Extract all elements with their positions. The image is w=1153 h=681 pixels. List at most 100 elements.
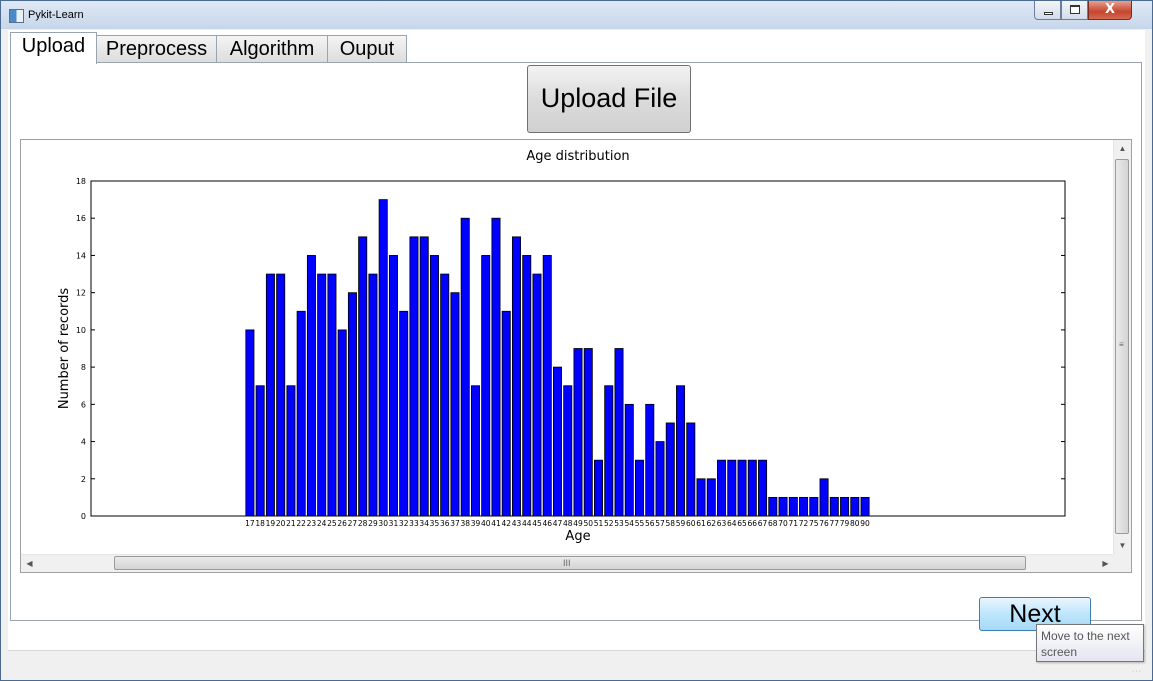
x-tick-label: 48 bbox=[563, 519, 573, 528]
bar-age-80 bbox=[850, 496, 860, 517]
minimize-icon bbox=[1044, 12, 1053, 15]
bar-age-67 bbox=[758, 459, 768, 517]
vertical-scroll-thumb[interactable]: ≡ bbox=[1115, 159, 1129, 534]
y-tick-label: 12 bbox=[76, 289, 86, 298]
bar-age-58 bbox=[665, 422, 675, 517]
bar-age-17 bbox=[245, 329, 255, 517]
horizontal-scroll-thumb[interactable]: III bbox=[114, 556, 1026, 570]
x-tick-label: 28 bbox=[358, 519, 368, 528]
x-tick-label: 76 bbox=[819, 519, 829, 528]
minimize-button[interactable] bbox=[1034, 1, 1061, 20]
y-tick-label: 2 bbox=[81, 475, 86, 484]
bar-age-18 bbox=[255, 385, 265, 517]
x-tick-label: 77 bbox=[830, 519, 840, 528]
horizontal-scrollbar[interactable]: ◀ III ▶ bbox=[21, 554, 1114, 572]
vertical-scrollbar[interactable]: ▲ ≡ ▼ bbox=[1113, 140, 1131, 555]
bar-age-38 bbox=[460, 217, 470, 517]
tab-algorithm[interactable]: Algorithm bbox=[216, 35, 328, 63]
upload-file-button[interactable]: Upload File bbox=[527, 65, 691, 133]
x-tick-label: 22 bbox=[296, 519, 306, 528]
bar-age-52 bbox=[604, 385, 614, 517]
scroll-right-icon[interactable]: ▶ bbox=[1102, 559, 1109, 568]
scroll-left-icon[interactable]: ◀ bbox=[26, 559, 33, 568]
x-tick-label: 26 bbox=[337, 519, 347, 528]
bar-age-49 bbox=[573, 348, 583, 517]
x-tick-label: 43 bbox=[512, 519, 522, 528]
bar-age-56 bbox=[645, 403, 655, 517]
bar-age-40 bbox=[481, 255, 491, 517]
close-button[interactable]: X bbox=[1088, 1, 1132, 20]
bar-age-25 bbox=[327, 273, 337, 517]
x-tick-label: 72 bbox=[799, 519, 809, 528]
tab-bar: Upload Preprocess Algorithm Ouput bbox=[8, 32, 1145, 64]
x-tick-label: 21 bbox=[286, 519, 296, 528]
tab-upload[interactable]: Upload bbox=[10, 32, 97, 64]
x-tick-label: 71 bbox=[789, 519, 799, 528]
bar-age-31 bbox=[388, 255, 398, 517]
title-bar[interactable]: Pykit-Learn X bbox=[1, 1, 1152, 29]
bar-age-20 bbox=[276, 273, 286, 517]
bar-age-28 bbox=[358, 236, 368, 517]
scroll-corner bbox=[1113, 554, 1131, 572]
bar-age-21 bbox=[286, 385, 296, 517]
bar-age-61 bbox=[696, 478, 706, 517]
x-tick-label: 45 bbox=[532, 519, 542, 528]
x-tick-label: 37 bbox=[450, 519, 460, 528]
bar-age-50 bbox=[583, 348, 593, 517]
plot-frame-border bbox=[90, 180, 1066, 517]
y-tick-label: 4 bbox=[81, 438, 86, 447]
x-tick-label: 24 bbox=[317, 519, 327, 528]
bar-age-48 bbox=[563, 385, 573, 517]
y-tick-label: 14 bbox=[76, 251, 86, 260]
bar-age-65 bbox=[737, 459, 747, 517]
y-tick-label: 16 bbox=[76, 214, 86, 223]
bar-age-60 bbox=[686, 422, 696, 517]
tab-output[interactable]: Ouput bbox=[327, 35, 407, 63]
x-axis-label: Age bbox=[565, 529, 590, 544]
tab-preprocess[interactable]: Preprocess bbox=[96, 35, 217, 63]
maximize-button[interactable] bbox=[1061, 1, 1088, 20]
bar-age-23 bbox=[306, 255, 316, 517]
x-tick-label: 68 bbox=[768, 519, 778, 528]
y-tick-label: 8 bbox=[81, 363, 86, 372]
x-tick-label: 30 bbox=[378, 519, 388, 528]
bar-age-51 bbox=[594, 459, 604, 517]
bar-age-76 bbox=[819, 478, 829, 517]
bar-age-41 bbox=[491, 217, 501, 517]
bar-age-55 bbox=[635, 459, 645, 517]
x-tick-label: 35 bbox=[430, 519, 440, 528]
x-tick-label: 41 bbox=[491, 519, 501, 528]
bar-age-68 bbox=[768, 496, 778, 517]
x-tick-label: 47 bbox=[553, 519, 563, 528]
bar-age-71 bbox=[788, 496, 798, 517]
scroll-down-icon[interactable]: ▼ bbox=[1118, 541, 1127, 550]
bar-age-19 bbox=[265, 273, 275, 517]
x-tick-label: 59 bbox=[676, 519, 686, 528]
scroll-up-icon[interactable]: ▲ bbox=[1118, 144, 1127, 153]
x-tick-label: 60 bbox=[686, 519, 696, 528]
x-tick-label: 70 bbox=[778, 519, 788, 528]
bar-age-43 bbox=[511, 236, 521, 517]
grip-icon: ≡ bbox=[1119, 340, 1124, 349]
x-tick-label: 75 bbox=[809, 519, 819, 528]
x-tick-label: 61 bbox=[696, 519, 706, 528]
window-title: Pykit-Learn bbox=[28, 9, 84, 21]
bar-age-29 bbox=[368, 273, 378, 517]
y-axis-label: Number of records bbox=[57, 288, 72, 410]
bar-age-36 bbox=[440, 273, 450, 517]
x-tick-label: 52 bbox=[604, 519, 614, 528]
bar-age-62 bbox=[706, 478, 716, 517]
x-tick-label: 25 bbox=[327, 519, 337, 528]
x-tick-label: 67 bbox=[758, 519, 768, 528]
bar-age-66 bbox=[747, 459, 757, 517]
x-tick-label: 29 bbox=[368, 519, 378, 528]
x-tick-label: 39 bbox=[471, 519, 481, 528]
x-tick-label: 32 bbox=[399, 519, 409, 528]
bar-age-57 bbox=[655, 441, 665, 517]
bar-age-34 bbox=[419, 236, 429, 517]
x-tick-label: 44 bbox=[522, 519, 532, 528]
grip-icon: III bbox=[563, 558, 571, 568]
resize-grip-icon[interactable]: ··· bbox=[1132, 668, 1142, 675]
